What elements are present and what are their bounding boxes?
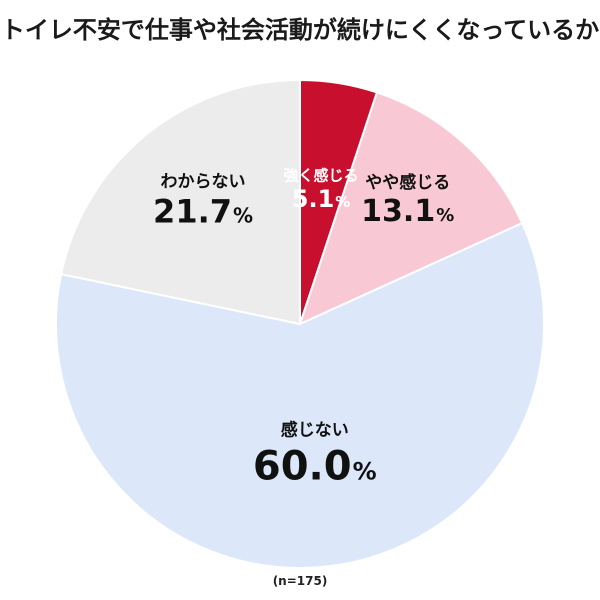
slice-label-2: やや感じる (365, 172, 450, 193)
slice-label-3: 感じない (281, 419, 349, 440)
slice-label-1: 強く感じる (284, 167, 359, 185)
sample-size-note: (n=175) (272, 574, 328, 588)
slice-value-2: 13.1% (361, 194, 454, 229)
pie-slice-3 (55, 221, 545, 569)
slice-value-3: 60.0% (253, 443, 377, 489)
pie-slices (55, 78, 545, 569)
chart-title: トイレ不安で仕事や社会活動が続けにくくなっているか (0, 16, 600, 44)
slice-label-4: わからない (161, 172, 246, 192)
slice-value-4: 21.7% (153, 192, 253, 230)
pie-slice-2 (298, 91, 524, 326)
slice-value-1: 5.1% (292, 185, 351, 213)
pie-slice-4 (59, 78, 301, 326)
